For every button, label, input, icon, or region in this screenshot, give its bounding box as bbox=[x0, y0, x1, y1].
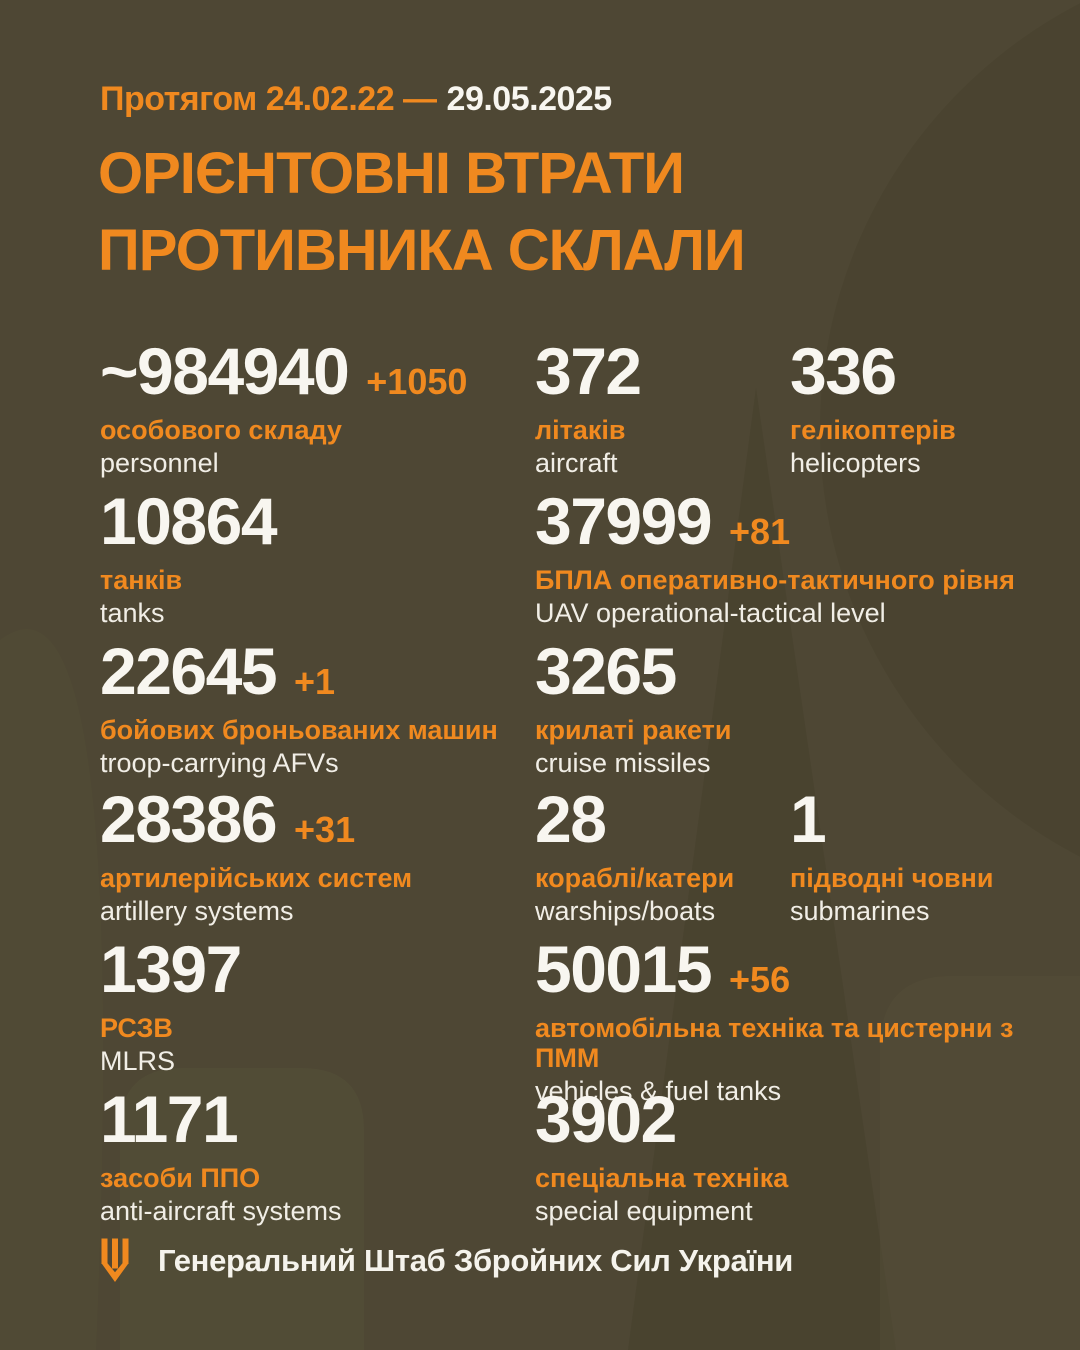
stat-label-uk: особового складу bbox=[100, 415, 342, 445]
stat-label-en: tanks bbox=[100, 598, 165, 629]
stat-label-en: cruise missiles bbox=[535, 748, 711, 779]
stat-delta: +81 bbox=[729, 511, 791, 552]
footer: Генеральний Штаб Збройних Сил України bbox=[100, 1238, 793, 1284]
stat-label-uk: автомобільна техніка та цистерни з ПММ bbox=[535, 1013, 1014, 1074]
stat-value: 372 bbox=[535, 334, 642, 408]
stat-label-uk: гелікоптерів bbox=[790, 415, 956, 445]
stat-mlrs: 1397 РСЗВ MLRS bbox=[100, 936, 540, 1078]
stat-value: 10864 bbox=[100, 484, 278, 558]
stat-value: 50015 bbox=[535, 932, 713, 1006]
stat-label-en: UAV operational-tactical level bbox=[535, 598, 886, 629]
stat-personnel: ~984940 +1050 особового складу personnel bbox=[100, 338, 540, 480]
stat-value: 336 bbox=[790, 334, 897, 408]
stat-label-en: aircraft bbox=[535, 448, 618, 479]
stat-vehicles: 50015 +56 автомобільна техніка та цистер… bbox=[535, 936, 1080, 1108]
stat-label-en: artillery systems bbox=[100, 896, 294, 927]
date-range: Протягом 24.02.22 —29.05.2025 bbox=[100, 80, 612, 119]
page-title-line2: ПРОТИВНИКА СКЛАЛИ bbox=[98, 217, 746, 283]
stat-label-en: helicopters bbox=[790, 448, 921, 479]
stat-delta: +56 bbox=[729, 959, 791, 1000]
stat-label-uk: засоби ППО bbox=[100, 1163, 261, 1193]
stat-aircraft: 372 літаків aircraft bbox=[535, 338, 785, 480]
stat-uav: 37999 +81 БПЛА оперативно-тактичного рів… bbox=[535, 488, 1075, 630]
stat-value: 1 bbox=[790, 782, 827, 856]
footer-org-name: Генеральний Штаб Збройних Сил України bbox=[158, 1243, 793, 1278]
stat-afv: 22645 +1 бойових броньованих машин troop… bbox=[100, 638, 540, 780]
stat-label-uk: артилерійських систем bbox=[100, 863, 413, 893]
stat-label-en: MLRS bbox=[100, 1046, 176, 1077]
stat-cruise-missiles: 3265 крилаті ракети cruise missiles bbox=[535, 638, 1075, 780]
page-title: ОРІЄНТОВНІ ВТРАТИ ПРОТИВНИКА СКЛАЛИ bbox=[98, 136, 746, 289]
stat-label-en: personnel bbox=[100, 448, 219, 479]
stat-helicopters: 336 гелікоптерів helicopters bbox=[790, 338, 1072, 480]
stat-value: 1171 bbox=[100, 1082, 239, 1156]
stat-value: ~984940 bbox=[100, 334, 350, 408]
stat-value: 3265 bbox=[535, 634, 677, 708]
stat-label-en: special equipment bbox=[535, 1196, 753, 1227]
stat-tanks: 10864 танків tanks bbox=[100, 488, 540, 630]
stat-special-equipment: 3902 спеціальна техніка special equipmen… bbox=[535, 1086, 1075, 1228]
stat-label-uk: БПЛА оперативно-тактичного рівня bbox=[535, 565, 1015, 595]
stat-label-uk: кораблі/катери bbox=[535, 863, 735, 893]
stat-label-en: troop-carrying AFVs bbox=[100, 748, 339, 779]
stat-value: 3902 bbox=[535, 1082, 677, 1156]
stat-value: 28 bbox=[535, 782, 607, 856]
trident-icon bbox=[101, 1238, 129, 1282]
stat-submarines: 1 підводні човни submarines bbox=[790, 786, 1072, 928]
stat-delta: +1 bbox=[294, 661, 336, 702]
stat-delta: +1050 bbox=[366, 361, 468, 402]
stat-delta: +31 bbox=[294, 809, 356, 850]
stat-anti-aircraft: 1171 засоби ППО anti-aircraft systems bbox=[100, 1086, 540, 1228]
stat-label-en: warships/boats bbox=[535, 896, 716, 927]
stat-label-uk: РСЗВ bbox=[100, 1013, 173, 1043]
stat-label-uk: спеціальна техніка bbox=[535, 1163, 789, 1193]
stat-label-uk: бойових броньованих машин bbox=[100, 715, 498, 745]
stat-label-uk: підводні човни bbox=[790, 863, 994, 893]
stat-label-en: submarines bbox=[790, 896, 930, 927]
stat-value: 1397 bbox=[100, 932, 242, 1006]
date-range-prefix: Протягом 24.02.22 — bbox=[100, 80, 437, 118]
stat-label-en: anti-aircraft systems bbox=[100, 1196, 342, 1227]
stat-label-uk: танків bbox=[100, 565, 183, 595]
stat-artillery: 28386 +31 артилерійських систем artiller… bbox=[100, 786, 540, 928]
stat-value: 22645 bbox=[100, 634, 278, 708]
page-title-line1: ОРІЄНТОВНІ ВТРАТИ bbox=[98, 141, 685, 206]
stat-label-uk: літаків bbox=[535, 415, 626, 445]
stat-label-uk: крилаті ракети bbox=[535, 715, 732, 745]
stat-warships: 28 кораблі/катери warships/boats bbox=[535, 786, 785, 928]
stat-label-en: vehicles & fuel tanks bbox=[535, 1076, 782, 1107]
stat-value: 37999 bbox=[535, 484, 713, 558]
stat-value: 28386 bbox=[100, 782, 278, 856]
date-range-current: 29.05.2025 bbox=[446, 80, 613, 118]
